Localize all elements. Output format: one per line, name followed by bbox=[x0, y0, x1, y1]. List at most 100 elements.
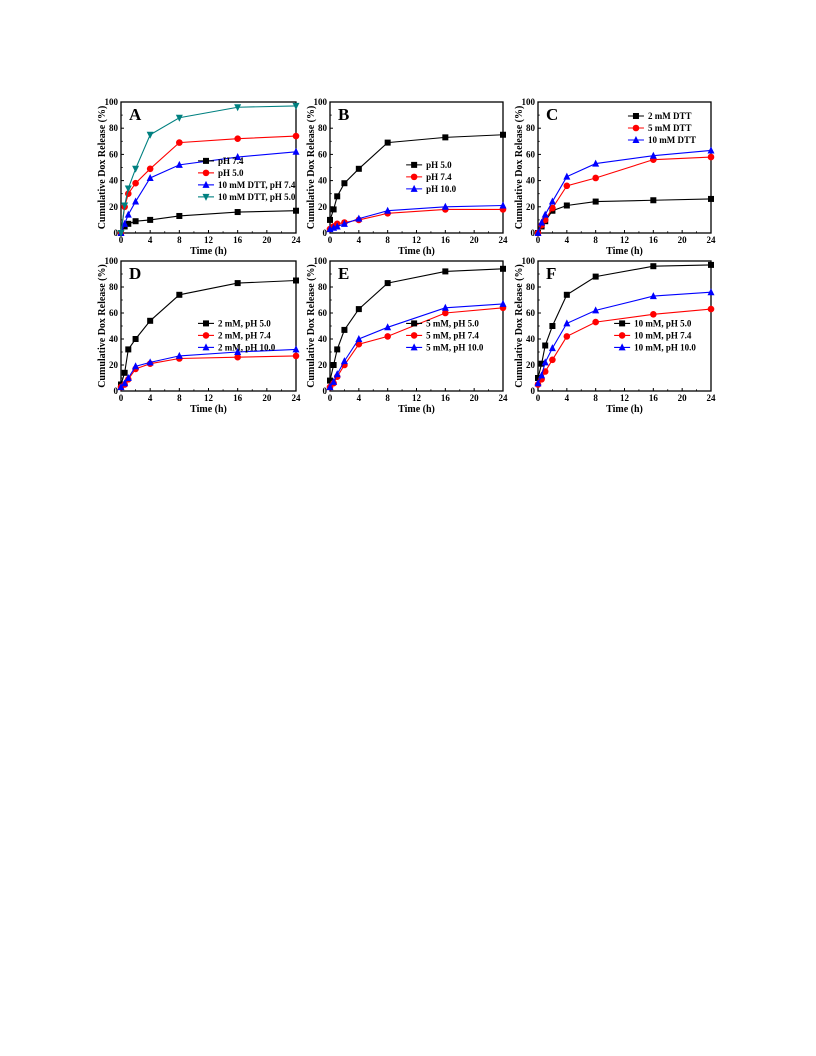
x-tick-label: 24 bbox=[707, 393, 717, 403]
data-point bbox=[500, 131, 506, 138]
data-point bbox=[334, 346, 341, 353]
series-2 bbox=[326, 299, 507, 391]
x-axis-label: Time (h) bbox=[606, 246, 643, 257]
y-tick-label: 20 bbox=[109, 202, 119, 212]
data-point bbox=[355, 335, 363, 342]
data-point bbox=[124, 374, 132, 381]
x-tick-label: 12 bbox=[620, 393, 630, 403]
data-point bbox=[499, 201, 507, 209]
x-tick-label: 16 bbox=[233, 393, 243, 403]
legend-marker bbox=[202, 180, 210, 188]
x-tick-label: 12 bbox=[204, 235, 214, 245]
series-0 bbox=[535, 195, 714, 236]
y-tick-label: 100 bbox=[314, 97, 328, 107]
data-point bbox=[549, 204, 556, 212]
y-tick-label: 0 bbox=[323, 228, 328, 238]
data-point bbox=[592, 174, 599, 182]
data-point bbox=[538, 218, 546, 226]
y-tick-label: 40 bbox=[109, 334, 119, 344]
series-line bbox=[537, 149, 712, 234]
y-tick-label: 80 bbox=[318, 282, 328, 292]
data-point bbox=[538, 360, 545, 367]
x-axis-label: Time (h) bbox=[190, 246, 227, 257]
x-tick-label: 16 bbox=[649, 235, 659, 245]
x-tick-label: 0 bbox=[328, 235, 333, 245]
data-point bbox=[649, 292, 657, 300]
x-tick-label: 20 bbox=[678, 393, 688, 403]
data-point bbox=[327, 216, 333, 223]
data-point bbox=[234, 153, 242, 161]
legend: 10 mM, pH 5.0 10 mM, pH 7.4 10 mM, pH 10.0 bbox=[614, 318, 696, 352]
data-point bbox=[330, 206, 337, 213]
legend-marker bbox=[619, 320, 626, 327]
data-point bbox=[441, 202, 449, 210]
data-point bbox=[234, 353, 241, 361]
legend-label: pH 7.4 bbox=[218, 156, 244, 166]
legend-marker bbox=[410, 173, 418, 181]
y-tick-label: 60 bbox=[109, 308, 119, 318]
y-axis-label: Cumulative Dox Release (%) bbox=[97, 264, 108, 388]
x-tick-label: 4 bbox=[565, 393, 570, 403]
y-tick-label: 60 bbox=[109, 149, 119, 159]
data-point bbox=[649, 151, 657, 159]
y-tick-label: 80 bbox=[526, 123, 536, 133]
data-point bbox=[292, 102, 300, 110]
y-axis-label: Cumulative Dox Release (%) bbox=[306, 106, 317, 230]
y-tick-label: 0 bbox=[531, 386, 536, 396]
y-tick-label: 100 bbox=[522, 97, 536, 107]
data-point bbox=[563, 202, 570, 209]
data-point bbox=[592, 198, 599, 205]
legend-marker bbox=[410, 332, 418, 339]
data-point bbox=[355, 340, 363, 348]
legend-label: 5 mM, pH 5.0 bbox=[426, 318, 479, 328]
x-tick-label: 24 bbox=[292, 393, 302, 403]
data-point bbox=[355, 306, 362, 313]
series-1 bbox=[117, 352, 300, 391]
data-point bbox=[132, 197, 140, 205]
legend: pH 7.4 pH 5.0 10 mM DTT, pH 7.4 10 mM DTT, … bbox=[198, 156, 296, 202]
data-point bbox=[563, 333, 571, 340]
x-tick-label: 4 bbox=[148, 393, 153, 403]
panel-label: A bbox=[129, 105, 142, 124]
x-tick-label: 0 bbox=[119, 235, 124, 245]
chart-panel-e: 0 4 8 12 16 20 24 0 20 40 60 80 100 Time (h) Cumulativ… bbox=[306, 256, 508, 415]
legend-label: 10 mM DTT bbox=[648, 135, 696, 145]
series-2 bbox=[326, 201, 507, 233]
data-point bbox=[541, 210, 549, 218]
data-point bbox=[125, 346, 132, 353]
x-tick-label: 12 bbox=[412, 235, 422, 245]
data-point bbox=[334, 193, 341, 200]
legend-marker bbox=[410, 184, 418, 192]
x-tick-label: 8 bbox=[385, 393, 390, 403]
y-tick-label: 20 bbox=[109, 360, 119, 370]
data-point bbox=[146, 358, 154, 366]
x-tick-label: 4 bbox=[148, 235, 153, 245]
data-point bbox=[146, 165, 154, 173]
data-point bbox=[176, 139, 183, 146]
y-tick-label: 40 bbox=[318, 334, 328, 344]
legend-label: pH 10.0 bbox=[426, 184, 457, 194]
data-point bbox=[234, 348, 242, 355]
data-point bbox=[442, 268, 449, 275]
x-tick-label: 4 bbox=[565, 235, 570, 245]
panel-label: B bbox=[338, 105, 349, 124]
data-point bbox=[234, 280, 241, 287]
legend-label: 2 mM, pH 5.0 bbox=[218, 318, 271, 328]
data-point bbox=[340, 219, 348, 227]
legend-label: 2 mM, pH 7.4 bbox=[218, 330, 271, 340]
data-point bbox=[132, 336, 139, 342]
legend-marker bbox=[632, 113, 639, 119]
data-point bbox=[341, 326, 348, 333]
data-point bbox=[355, 214, 363, 222]
data-point bbox=[549, 356, 556, 364]
y-tick-label: 100 bbox=[105, 97, 119, 107]
legend-marker bbox=[202, 332, 210, 339]
data-point bbox=[708, 195, 714, 202]
data-point bbox=[117, 230, 125, 237]
data-point bbox=[548, 344, 556, 352]
legend-label: 5 mM, pH 10.0 bbox=[426, 342, 484, 352]
y-tick-label: 80 bbox=[109, 282, 119, 292]
data-point bbox=[707, 305, 715, 313]
data-point bbox=[592, 159, 600, 167]
y-tick-label: 0 bbox=[114, 386, 119, 396]
